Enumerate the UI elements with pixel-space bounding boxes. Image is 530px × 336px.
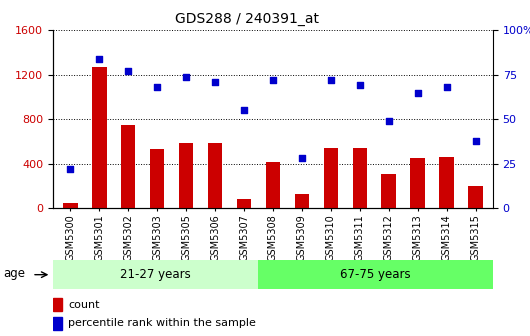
- Point: [66, 166, 75, 172]
- Point: [326, 77, 335, 83]
- Bar: [237, 200, 251, 208]
- Text: percentile rank within the sample: percentile rank within the sample: [68, 319, 257, 328]
- Point: [443, 85, 451, 90]
- Point: [269, 77, 277, 83]
- Text: count: count: [68, 300, 100, 310]
- Point: [95, 56, 103, 61]
- Text: 67-75 years: 67-75 years: [340, 268, 411, 281]
- Point: [182, 74, 190, 79]
- FancyBboxPatch shape: [259, 260, 493, 289]
- Bar: [179, 143, 193, 208]
- Bar: [324, 148, 338, 208]
- Point: [240, 108, 248, 113]
- Point: [211, 79, 219, 85]
- Bar: [121, 125, 136, 208]
- Bar: [352, 148, 367, 208]
- Bar: [295, 194, 309, 208]
- Bar: [382, 174, 396, 208]
- Point: [298, 156, 306, 161]
- Title: GDS288 / 240391_at: GDS288 / 240391_at: [174, 12, 319, 27]
- Bar: [266, 162, 280, 208]
- Text: 21-27 years: 21-27 years: [120, 268, 191, 281]
- Bar: [208, 143, 222, 208]
- Point: [356, 83, 364, 88]
- Point: [384, 118, 393, 124]
- Bar: [469, 186, 483, 208]
- Point: [471, 138, 480, 143]
- Bar: [53, 317, 62, 330]
- Point: [153, 85, 162, 90]
- Bar: [53, 298, 62, 311]
- Bar: [410, 158, 425, 208]
- Bar: [150, 149, 164, 208]
- Text: age: age: [3, 267, 25, 280]
- FancyBboxPatch shape: [53, 260, 259, 289]
- Point: [124, 69, 132, 74]
- Bar: [92, 67, 107, 208]
- Point: [413, 90, 422, 95]
- Bar: [439, 157, 454, 208]
- Bar: [63, 203, 77, 208]
